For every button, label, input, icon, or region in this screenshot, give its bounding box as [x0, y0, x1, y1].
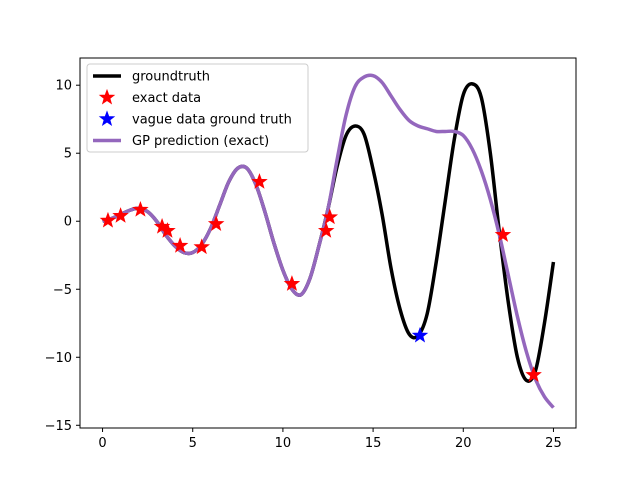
- y-tick-label: 0: [64, 215, 72, 230]
- data-point-exact-data: [159, 222, 176, 238]
- y-tick-label: −5: [53, 283, 72, 298]
- y-tick-label: −10: [45, 351, 72, 366]
- x-axis: 0 5 10 15 20 25: [98, 428, 562, 451]
- legend-label: GP prediction (exact): [132, 134, 269, 149]
- data-point-exact-data: [207, 215, 225, 231]
- plot-markers: [99, 173, 542, 382]
- data-point-exact-data: [112, 207, 129, 223]
- legend-entry-vague-data-ground-truth: vague data ground truth: [98, 110, 292, 128]
- x-tick-label: 5: [189, 436, 197, 451]
- legend-label: groundtruth: [132, 70, 210, 85]
- legend-entry-groundtruth: groundtruth: [93, 70, 210, 85]
- x-tick-label: 20: [455, 436, 472, 451]
- y-axis: −15 −10 −5 0 5 10: [45, 79, 80, 434]
- legend-box: [86, 63, 309, 153]
- data-point-vague-data-ground-truth: [411, 326, 429, 343]
- data-point-exact-data: [132, 201, 149, 217]
- data-point-exact-data: [283, 275, 301, 291]
- y-tick-label: 10: [55, 79, 72, 94]
- y-tick-label: −15: [45, 419, 72, 434]
- legend-label: exact data: [132, 91, 201, 106]
- x-tick-label: 25: [545, 436, 562, 451]
- legend: groundtruth exact data vague data ground t…: [86, 63, 309, 153]
- data-point-exact-data: [317, 222, 335, 238]
- y-tick-label: 5: [64, 147, 72, 162]
- legend-entry-exact-data: exact data: [98, 88, 201, 106]
- data-point-exact-data: [171, 237, 189, 253]
- data-point-exact-data: [321, 208, 339, 225]
- legend-swatch-star: [98, 88, 116, 105]
- data-point-exact-data: [251, 173, 268, 189]
- legend-label: vague data ground truth: [132, 113, 292, 128]
- plot-frame: [79, 57, 577, 429]
- legend-entry-gp-prediction-exact: GP prediction (exact): [93, 134, 269, 149]
- x-tick-label: 10: [275, 436, 292, 451]
- x-tick-label: 0: [98, 436, 106, 451]
- data-point-exact-data: [525, 366, 542, 382]
- legend-swatch-star: [98, 110, 116, 127]
- data-point-exact-data: [193, 238, 210, 255]
- data-point-exact-data: [494, 226, 512, 242]
- data-point-exact-data: [99, 211, 117, 228]
- x-tick-label: 15: [365, 436, 382, 451]
